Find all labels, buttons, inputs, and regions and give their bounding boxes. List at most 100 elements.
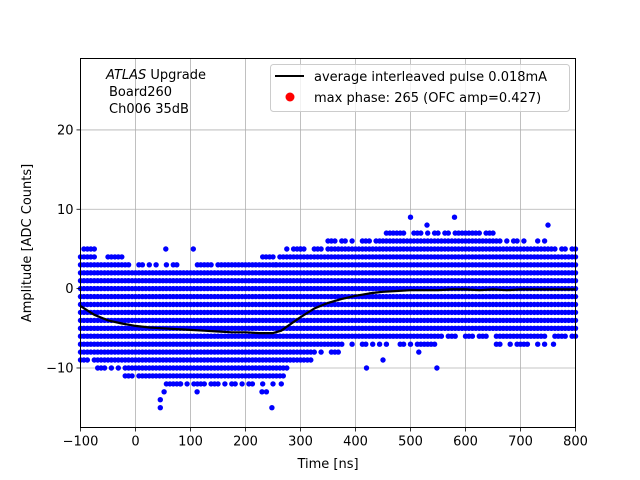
x-tick-label: 500: [398, 435, 423, 450]
sample-point: [425, 230, 431, 236]
sample-point: [376, 341, 383, 347]
sample-point: [550, 341, 557, 347]
sample-point: [318, 246, 324, 252]
x-tick-label: 400: [343, 435, 368, 450]
sample-point: [280, 373, 286, 379]
sample-point: [101, 365, 108, 371]
sample-point: [383, 341, 390, 347]
sample-point: [541, 238, 548, 244]
y-axis-label: Amplitude [ADC Counts]: [20, 164, 35, 322]
sample-point: [366, 238, 372, 244]
sample-point: [115, 365, 122, 371]
sample-point: [308, 357, 314, 363]
sample-point: [476, 230, 482, 236]
legend-box: [270, 64, 570, 112]
sample-point: [535, 341, 541, 347]
y-tick-label: 10: [57, 203, 74, 218]
sample-point: [161, 389, 167, 395]
sample-point: [435, 230, 441, 236]
sample-point: [84, 357, 91, 363]
sample-point: [139, 262, 146, 268]
sample-point: [273, 262, 279, 268]
sample-point: [125, 262, 132, 268]
sample-point: [431, 341, 438, 347]
sample-point: [215, 381, 221, 387]
sample-point: [380, 357, 386, 363]
sample-point: [269, 405, 275, 411]
sample-point: [418, 230, 424, 236]
sample-point: [163, 246, 169, 252]
sample-point: [497, 341, 503, 347]
sample-point: [521, 238, 527, 244]
sample-point: [129, 373, 135, 379]
sample-point: [311, 349, 317, 355]
sample-point: [270, 254, 276, 260]
sample-point: [335, 349, 341, 355]
sample-point: [400, 230, 407, 236]
y-tick-label: 20: [57, 123, 74, 138]
sample-point: [438, 333, 445, 339]
sample-point: [363, 341, 369, 347]
sample-point: [157, 397, 163, 403]
average-pulse-line: [79, 288, 576, 335]
x-tick-label: 800: [563, 435, 588, 450]
sample-point: [562, 246, 568, 252]
sample-point: [469, 333, 476, 339]
plot-frame: [80, 58, 576, 428]
x-tick-label: 100: [178, 435, 203, 450]
annotation-suffix: Upgrade: [146, 68, 206, 83]
x-tick-label: 600: [453, 435, 478, 450]
legend-entry-average: average interleaved pulse 0.018mA: [314, 70, 547, 85]
sample-point: [339, 341, 345, 347]
sample-point: [452, 333, 458, 339]
sample-point: [194, 389, 200, 395]
sample-point: [416, 349, 422, 355]
sample-point: [174, 262, 180, 268]
sample-point: [239, 381, 245, 387]
sample-point: [232, 381, 238, 387]
y-tick-label: −10: [46, 361, 73, 376]
sample-point: [524, 341, 531, 347]
sample-point: [318, 349, 324, 355]
sample-point: [157, 405, 163, 411]
sample-point: [535, 238, 541, 244]
sample-point: [349, 341, 355, 347]
sample-point: [249, 381, 256, 387]
annotation-channel: Ch006 35dB: [109, 102, 189, 117]
sample-point: [434, 365, 440, 371]
x-tick-label: 0: [131, 435, 139, 450]
sample-point: [184, 381, 190, 387]
legend-entry-max-phase: max phase: 265 (OFC amp=0.427): [314, 91, 541, 106]
sample-point: [400, 341, 407, 347]
sample-point: [545, 222, 551, 228]
annotation: ATLAS Upgrade Board260 Ch006 35dB: [105, 68, 206, 117]
sample-point: [91, 246, 98, 252]
sample-point: [153, 262, 159, 268]
sample-point: [208, 262, 214, 268]
sample-point: [370, 341, 376, 347]
sample-point: [424, 222, 430, 228]
annotation-experiment: ATLAS: [105, 68, 146, 83]
sample-point: [445, 230, 451, 236]
x-tick-label: −100: [63, 435, 99, 450]
sample-point: [91, 254, 98, 260]
sample-point: [552, 246, 558, 252]
sample-point: [190, 246, 196, 252]
sample-point: [507, 341, 513, 347]
y-tick-label: 0: [65, 282, 73, 297]
sample-point: [497, 238, 503, 244]
x-tick-label: 300: [288, 435, 313, 450]
sample-point: [562, 333, 568, 339]
x-tick-label: 700: [508, 435, 533, 450]
sample-point: [332, 238, 338, 244]
sample-point: [541, 341, 548, 347]
sample-point: [514, 238, 520, 244]
x-tick-label: 200: [233, 435, 258, 450]
svg-text:ATLAS Upgrade: ATLAS Upgrade: [105, 68, 206, 83]
sample-point: [483, 333, 489, 339]
sample-point: [490, 230, 496, 236]
sample-point: [451, 214, 458, 220]
sample-point: [146, 262, 152, 268]
